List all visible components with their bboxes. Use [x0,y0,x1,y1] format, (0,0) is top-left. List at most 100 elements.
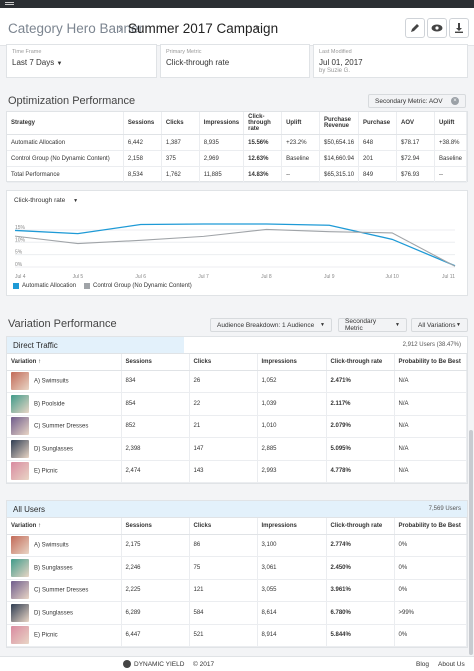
variation-thumbnail[interactable] [11,394,29,413]
all-variations-dropdown[interactable]: All Variations ▼ [411,318,468,332]
variation-column-header[interactable]: Sessions [121,354,190,371]
table-cell: 75 [189,556,258,580]
group-user-count: 2,912 Users (38.47%) [402,342,461,348]
table-cell: 86 [189,534,258,557]
variation-column-header[interactable]: Click-through rate [326,518,395,535]
variation-name: E) Picnic [34,632,58,639]
footer-blog-link[interactable]: Blog [416,661,430,668]
table-cell: 2.117% [326,392,395,416]
scrollbar[interactable] [469,430,473,655]
table-row[interactable]: B) Poolside 854 22 1,039 2.117% N/A [7,392,467,416]
table-row[interactable]: C) Summer Dresses 852 21 1,010 2.079% N/A [7,415,467,438]
variation-column-header[interactable]: Clicks [189,518,258,535]
table-row[interactable]: E) Picnic 6,447 521 8,914 5.844% 0% [7,624,467,647]
variation-name-cell: B) Sunglasses [7,556,122,580]
variation-secondary-metric-dropdown[interactable]: Secondary Metric ▼ [338,318,407,332]
variation-thumbnail[interactable] [11,626,29,645]
variation-column-header[interactable]: Probability to Be Best [394,354,467,371]
table-cell: 852 [121,415,190,438]
variation-thumbnail[interactable] [11,581,29,600]
table-cell: >99% [394,601,467,625]
x-tick-label: Jul 4 [15,274,26,280]
primary-metric-filter[interactable]: Primary Metric Click-through rate [160,44,310,78]
variation-column-header[interactable]: Probability to Be Best [394,518,467,535]
table-cell: 143 [189,460,258,483]
series-line-0[interactable] [14,223,456,267]
variation-thumbnail[interactable] [11,462,29,481]
variation-thumbnail[interactable] [11,558,29,577]
clear-icon[interactable]: × [451,97,459,105]
preview-button[interactable] [427,18,447,38]
table-cell: 2,398 [121,437,190,461]
variation-column-header[interactable]: Impressions [257,354,327,371]
table-row[interactable]: A) Swimsuits 2,175 86 3,100 2.774% 0% [7,534,467,557]
series-line-1[interactable] [14,228,456,267]
table-cell: 3.961% [326,579,395,602]
audience-breakdown-dropdown[interactable]: Audience Breakdown: 1 Audience ▼ [210,318,332,332]
campaign-dropdown-icon[interactable]: ▼ [254,25,261,32]
variation-group-panel: All Users 7,569 Users Variation ↑ Sessions C… [6,500,468,648]
table-row[interactable]: C) Summer Dresses 2,225 121 3,055 3.961% 0% [7,579,467,602]
table-row[interactable]: E) Picnic 2,474 143 2,993 4.778% N/A [7,460,467,483]
opt-column-header[interactable]: Purchase Revenue [319,112,360,135]
opt-column-header[interactable]: Sessions [123,112,162,135]
opt-column-header[interactable]: Clicks [161,112,200,135]
opt-column-header[interactable]: Uplift [434,112,468,135]
table-row[interactable]: D) Sunglasses 2,398 147 2,885 5.095% N/A [7,437,467,461]
table-cell: Control Group (No Dynamic Content) [7,150,124,167]
variation-column-header[interactable]: Click-through rate [326,354,395,371]
table-row[interactable]: B) Sunglasses 2,246 75 3,061 2.450% 0% [7,556,467,580]
x-tick-label: Jul 10 [385,274,399,280]
top-nav-bar [0,0,474,8]
table-cell: 375 [161,150,200,167]
table-cell: N/A [394,460,467,483]
table-cell: 8,614 [257,601,327,625]
chart-metric-dropdown[interactable]: Click-through rate ▼ [14,197,78,204]
variation-group-panel: Direct Traffic 2,912 Users (38.47%) Variat… [6,336,468,484]
menu-icon[interactable] [5,2,14,3]
breadcrumb[interactable]: Category Hero Banner [8,21,144,36]
footer-about-link[interactable]: About Us [438,661,465,668]
table-cell: $50,654.16 [319,134,360,151]
table-cell: 6,447 [121,624,190,647]
group-name: Direct Traffic [13,340,58,350]
variation-thumbnail[interactable] [11,372,29,391]
variation-name-cell: E) Picnic [7,460,122,483]
variation-column-header[interactable]: Impressions [257,518,327,535]
opt-column-header[interactable]: AOV [396,112,435,135]
variation-column-header[interactable]: Clicks [189,354,258,371]
group-name: All Users [13,504,46,514]
edit-button[interactable] [405,18,425,38]
opt-column-header[interactable]: Uplift [281,112,320,135]
last-modified-label: Last Modified [319,49,352,55]
legend-item[interactable]: Automatic Allocation [13,283,76,289]
table-cell: 4.778% [326,460,395,483]
table-cell: 22 [189,392,258,416]
download-button[interactable] [449,18,469,38]
variation-thumbnail[interactable] [11,417,29,436]
time-frame-filter[interactable]: Time Frame Last 7 Days ▼ [6,44,157,78]
opt-column-header[interactable]: Strategy [7,112,124,135]
table-row[interactable]: A) Swimsuits 834 26 1,052 2.471% N/A [7,370,467,393]
secondary-metric-dropdown[interactable]: Secondary Metric: AOV × [368,94,466,108]
table-cell: $72.94 [396,150,435,167]
variation-column-header[interactable]: Sessions [121,518,190,535]
variation-column-header[interactable]: Variation ↑ [7,354,122,371]
variation-thumbnail[interactable] [11,536,29,555]
legend-item[interactable]: Control Group (No Dynamic Content) [84,283,192,289]
table-cell: 12.63% [243,150,283,167]
y-tick-label: 0% [15,262,23,268]
group-header: Direct Traffic 2,912 Users (38.47%) [7,337,467,354]
variation-thumbnail[interactable] [11,439,29,458]
opt-column-header[interactable]: Purchase [358,112,397,135]
opt-column-header[interactable]: Impressions [199,112,245,135]
y-tick-label: 5% [15,250,23,256]
opt-column-header[interactable]: Click-through rate [243,112,283,135]
table-cell: 648 [358,134,397,151]
table-row[interactable]: D) Sunglasses 6,289 584 8,614 6.780% >99% [7,601,467,625]
table-cell: 0% [394,624,467,647]
chevron-down-icon: ▼ [73,198,79,204]
variation-column-header[interactable]: Variation ↑ [7,518,122,535]
variation-name: A) Swimsuits [34,542,69,549]
variation-thumbnail[interactable] [11,603,29,622]
